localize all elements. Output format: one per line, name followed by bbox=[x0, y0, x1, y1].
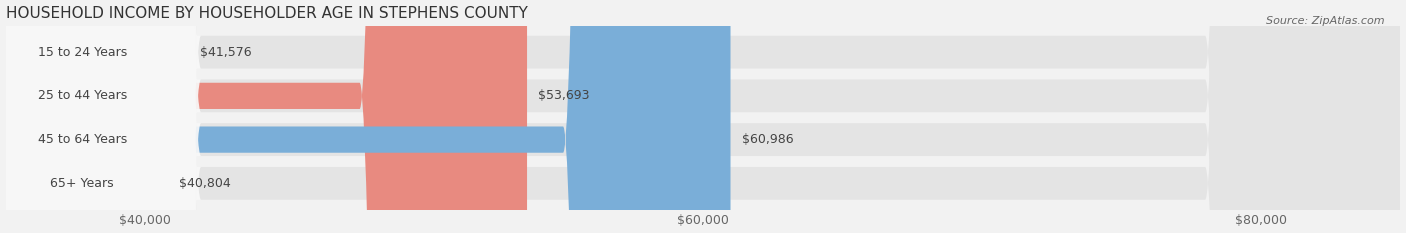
Text: 65+ Years: 65+ Years bbox=[51, 177, 114, 190]
Text: 15 to 24 Years: 15 to 24 Years bbox=[38, 46, 127, 59]
FancyBboxPatch shape bbox=[6, 0, 527, 233]
FancyBboxPatch shape bbox=[0, 0, 201, 233]
FancyBboxPatch shape bbox=[6, 0, 1400, 233]
Text: HOUSEHOLD INCOME BY HOUSEHOLDER AGE IN STEPHENS COUNTY: HOUSEHOLD INCOME BY HOUSEHOLDER AGE IN S… bbox=[6, 6, 527, 21]
FancyBboxPatch shape bbox=[6, 0, 188, 233]
FancyBboxPatch shape bbox=[0, 0, 173, 233]
FancyBboxPatch shape bbox=[6, 0, 1400, 233]
Text: $41,576: $41,576 bbox=[200, 46, 252, 59]
FancyBboxPatch shape bbox=[6, 0, 731, 233]
Text: $40,804: $40,804 bbox=[179, 177, 231, 190]
Text: $53,693: $53,693 bbox=[538, 89, 589, 102]
FancyBboxPatch shape bbox=[0, 0, 201, 233]
Text: 45 to 64 Years: 45 to 64 Years bbox=[38, 133, 127, 146]
Text: $60,986: $60,986 bbox=[742, 133, 793, 146]
FancyBboxPatch shape bbox=[0, 0, 201, 233]
Text: 25 to 44 Years: 25 to 44 Years bbox=[38, 89, 127, 102]
FancyBboxPatch shape bbox=[6, 0, 1400, 233]
FancyBboxPatch shape bbox=[0, 0, 201, 233]
Text: Source: ZipAtlas.com: Source: ZipAtlas.com bbox=[1267, 16, 1385, 26]
FancyBboxPatch shape bbox=[6, 0, 1400, 233]
